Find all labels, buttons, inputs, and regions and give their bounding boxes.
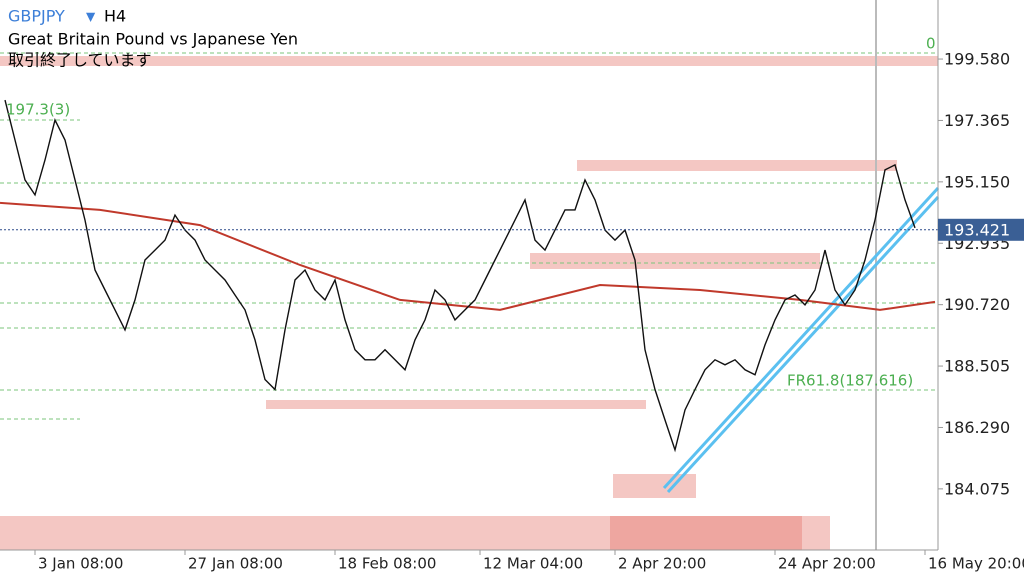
zone [0,56,938,66]
trend-lines [662,186,940,494]
last-price-box [938,218,1024,241]
zone [530,253,820,269]
description: Great Britain Pound vs Japanese Yen [8,30,298,49]
y-tick-label: 195.150 [944,172,1010,191]
zone [610,516,802,550]
trend-line [662,186,940,490]
fib-label: FR61.8(187.616) [787,372,913,390]
x-tick-label: 2 Apr 20:00 [618,555,706,573]
dropdown-icon[interactable]: ▼ [86,10,96,24]
fib-label: 197.3(3) [6,101,70,119]
zone [577,160,897,171]
x-tick-label: 24 Apr 20:00 [778,555,876,573]
y-tick-label: 188.505 [944,357,1010,376]
y-tick-label: 184.075 [944,479,1010,498]
last-price-label: 193.421 [944,220,1010,239]
x-tick-label: 12 Mar 04:00 [483,555,583,573]
status: 取引終了しています [8,51,152,70]
zone [266,400,646,409]
trend-line [666,195,940,494]
fib-label: 0 [926,35,936,53]
y-tick-label: 199.580 [944,50,1010,69]
x-tick-label: 3 Jan 08:00 [38,555,123,573]
plot [0,99,938,453]
fib-lines [0,52,938,420]
zone [613,474,696,498]
x-tick-label: 27 Jan 08:00 [188,555,283,573]
x-tick-label: 16 May 20:00 [928,555,1024,573]
symbol[interactable]: GBPJPY [8,7,65,26]
zones [0,56,938,550]
moving-average [0,201,936,311]
y-tick-label: 186.290 [944,418,1010,437]
price-line [4,99,916,453]
x-tick-label: 18 Feb 08:00 [338,555,436,573]
timeframe: H4 [104,7,126,26]
y-tick-label: 190.720 [944,295,1010,314]
y-tick-label: 197.365 [944,111,1010,130]
